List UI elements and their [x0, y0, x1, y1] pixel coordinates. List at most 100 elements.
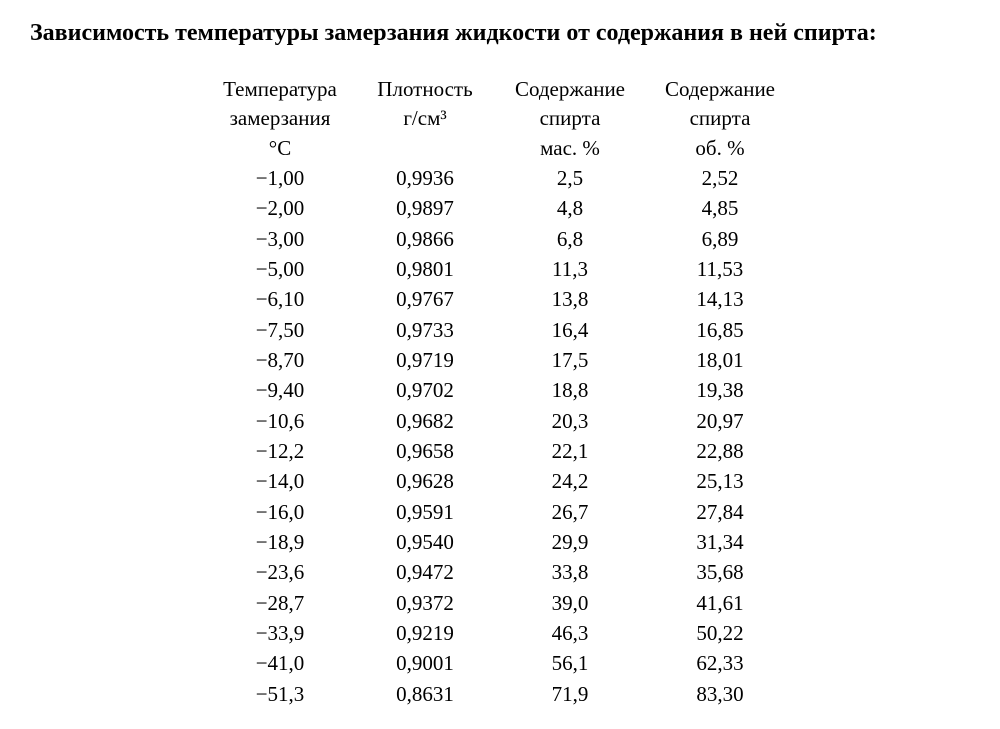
col-header-mass-1: Содержание: [495, 75, 645, 104]
table-cell: 0,9767: [355, 284, 495, 314]
table-row: −1,000,99362,52,52: [205, 163, 795, 193]
table-cell: 2,52: [645, 163, 795, 193]
table-body: −1,000,99362,52,52−2,000,98974,84,85−3,0…: [205, 163, 795, 709]
table-cell: −2,00: [205, 193, 355, 223]
table-cell: −7,50: [205, 315, 355, 345]
table-cell: −8,70: [205, 345, 355, 375]
table-cell: 0,9801: [355, 254, 495, 284]
table-row: −14,00,962824,225,13: [205, 466, 795, 496]
table-cell: 0,9540: [355, 527, 495, 557]
table-cell: 62,33: [645, 648, 795, 678]
table-cell: 22,1: [495, 436, 645, 466]
table-row: −41,00,900156,162,33: [205, 648, 795, 678]
table-cell: 25,13: [645, 466, 795, 496]
table-cell: 19,38: [645, 375, 795, 405]
table-cell: −9,40: [205, 375, 355, 405]
table-cell: 0,9219: [355, 618, 495, 648]
table-cell: 14,13: [645, 284, 795, 314]
table-row: −23,60,947233,835,68: [205, 557, 795, 587]
header-row-1: Температура Плотность Содержание Содержа…: [205, 75, 795, 104]
table-cell: 0,9372: [355, 588, 495, 618]
table-cell: −5,00: [205, 254, 355, 284]
col-header-density-3: [355, 134, 495, 163]
table-cell: −10,6: [205, 406, 355, 436]
col-header-temp-1: Температура: [205, 75, 355, 104]
col-header-density-1: Плотность: [355, 75, 495, 104]
table-cell: 16,85: [645, 315, 795, 345]
table-cell: 71,9: [495, 679, 645, 709]
table-cell: −28,7: [205, 588, 355, 618]
table-cell: −14,0: [205, 466, 355, 496]
table-cell: 0,9866: [355, 224, 495, 254]
table-cell: 39,0: [495, 588, 645, 618]
table-cell: 0,9733: [355, 315, 495, 345]
table-cell: 22,88: [645, 436, 795, 466]
table-row: −7,500,973316,416,85: [205, 315, 795, 345]
table-cell: 6,8: [495, 224, 645, 254]
table-row: −28,70,937239,041,61: [205, 588, 795, 618]
table-row: −9,400,970218,819,38: [205, 375, 795, 405]
table-row: −6,100,976713,814,13: [205, 284, 795, 314]
table-cell: 46,3: [495, 618, 645, 648]
table-cell: 0,9682: [355, 406, 495, 436]
table-cell: 4,8: [495, 193, 645, 223]
table-cell: 83,30: [645, 679, 795, 709]
table-cell: 0,9472: [355, 557, 495, 587]
table-container: Температура Плотность Содержание Содержа…: [30, 75, 970, 709]
col-header-vol-2: спирта: [645, 104, 795, 133]
col-header-mass-3: мас. %: [495, 134, 645, 163]
table-cell: 33,8: [495, 557, 645, 587]
table-cell: 0,9897: [355, 193, 495, 223]
table-cell: 50,22: [645, 618, 795, 648]
col-header-vol-3: об. %: [645, 134, 795, 163]
header-row-2: замерзания г/см³ спирта спирта: [205, 104, 795, 133]
table-row: −18,90,954029,931,34: [205, 527, 795, 557]
table-cell: −3,00: [205, 224, 355, 254]
table-cell: −18,9: [205, 527, 355, 557]
table-row: −51,30,863171,983,30: [205, 679, 795, 709]
table-cell: 6,89: [645, 224, 795, 254]
col-header-temp-2: замерзания: [205, 104, 355, 133]
table-cell: −33,9: [205, 618, 355, 648]
table-cell: 0,9936: [355, 163, 495, 193]
col-header-vol-1: Содержание: [645, 75, 795, 104]
table-cell: 13,8: [495, 284, 645, 314]
table-cell: 11,3: [495, 254, 645, 284]
col-header-density-2: г/см³: [355, 104, 495, 133]
table-cell: 31,34: [645, 527, 795, 557]
table-row: −12,20,965822,122,88: [205, 436, 795, 466]
table-row: −5,000,980111,311,53: [205, 254, 795, 284]
table-row: −2,000,98974,84,85: [205, 193, 795, 223]
table-cell: 4,85: [645, 193, 795, 223]
header-row-3: °C мас. % об. %: [205, 134, 795, 163]
table-cell: −51,3: [205, 679, 355, 709]
table-cell: 16,4: [495, 315, 645, 345]
table-cell: 0,9658: [355, 436, 495, 466]
table-cell: 24,2: [495, 466, 645, 496]
table-row: −3,000,98666,86,89: [205, 224, 795, 254]
table-cell: 29,9: [495, 527, 645, 557]
table-row: −33,90,921946,350,22: [205, 618, 795, 648]
table-cell: 0,8631: [355, 679, 495, 709]
table-row: −10,60,968220,320,97: [205, 406, 795, 436]
data-table: Температура Плотность Содержание Содержа…: [205, 75, 795, 709]
table-cell: 0,9628: [355, 466, 495, 496]
table-cell: −41,0: [205, 648, 355, 678]
table-cell: 56,1: [495, 648, 645, 678]
table-cell: 18,01: [645, 345, 795, 375]
table-cell: −12,2: [205, 436, 355, 466]
table-cell: 0,9719: [355, 345, 495, 375]
col-header-mass-2: спирта: [495, 104, 645, 133]
table-cell: −16,0: [205, 497, 355, 527]
table-cell: 26,7: [495, 497, 645, 527]
table-cell: −23,6: [205, 557, 355, 587]
table-cell: 41,61: [645, 588, 795, 618]
table-cell: 20,3: [495, 406, 645, 436]
table-cell: 20,97: [645, 406, 795, 436]
table-cell: 2,5: [495, 163, 645, 193]
col-header-temp-3: °C: [205, 134, 355, 163]
table-cell: 17,5: [495, 345, 645, 375]
table-cell: 18,8: [495, 375, 645, 405]
table-cell: 11,53: [645, 254, 795, 284]
table-row: −8,700,971917,518,01: [205, 345, 795, 375]
